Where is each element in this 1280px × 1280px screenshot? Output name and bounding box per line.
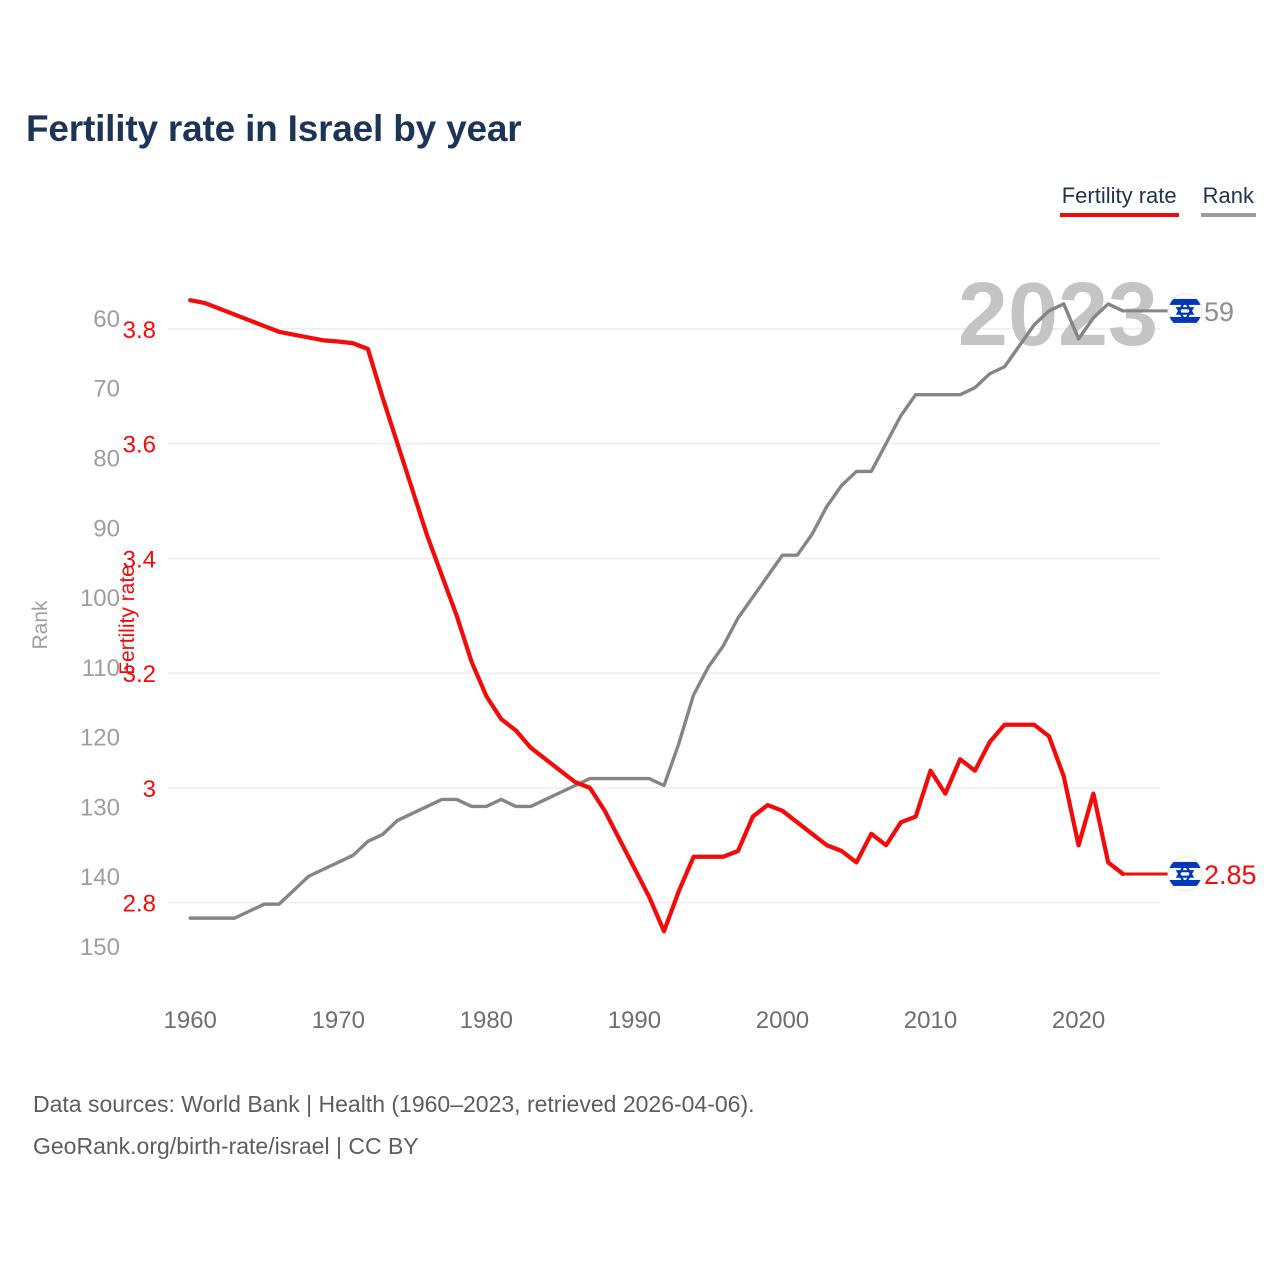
end-label-fertility: 2.85 [1204, 860, 1257, 890]
page-title: Fertility rate in Israel by year [26, 108, 522, 149]
rank-tick-label: 120 [80, 725, 120, 752]
fertility-tick-label: 3.6 [123, 432, 156, 459]
gridlines [168, 328, 1160, 904]
x-tick-label: 1990 [608, 1007, 661, 1034]
legend-item-fertility-rate[interactable]: Fertility rate [1059, 183, 1179, 217]
fertility-axis-title: Fertility rate [116, 565, 139, 675]
x-tick-label: 1980 [460, 1007, 513, 1034]
footer-attribution: GeoRank.org/birth-rate/israel | CC BY [33, 1133, 419, 1159]
fertility-tick-label: 2.8 [123, 891, 156, 918]
x-tick-label: 2020 [1052, 1007, 1105, 1034]
rank-tick-label: 60 [93, 306, 120, 333]
rank-tick-label: 140 [80, 864, 120, 891]
end-label-rank: 59 [1204, 297, 1234, 327]
x-tick-label: 1970 [312, 1007, 365, 1034]
end-marker-fertility [1122, 856, 1203, 892]
watermark-year: 2023 [958, 265, 1158, 365]
fertility-axis-ticks: 3.8 3.6 3.4 3.2 3 2.8 [123, 317, 156, 918]
fertility-tick-label: 3 [143, 776, 156, 803]
israel-flag-icon [1168, 293, 1202, 328]
rank-axis-ticks: 60 70 80 90 100 110 120 130 140 150 [80, 306, 120, 961]
rank-tick-label: 90 [93, 515, 120, 542]
series-line-fertility [188, 298, 1126, 934]
legend-color-swatch-rank [1200, 213, 1256, 217]
series-line-rank [188, 302, 1125, 920]
legend-item-label: Rank [1202, 183, 1254, 208]
x-axis-ticks: 1960 1970 1980 1990 2000 2010 2020 [164, 1007, 1106, 1034]
x-tick-label: 2010 [904, 1007, 957, 1034]
rank-tick-label: 70 [93, 376, 120, 403]
x-tick-label: 1960 [164, 1007, 217, 1034]
x-tick-label: 2000 [756, 1007, 809, 1034]
fertility-tick-label: 3.2 [123, 661, 156, 688]
legend: Fertility rate Rank [1059, 183, 1256, 217]
rank-tick-label: 100 [80, 585, 120, 612]
rank-tick-label: 130 [80, 794, 120, 821]
rank-tick-label: 110 [82, 655, 120, 682]
legend-item-rank[interactable]: Rank [1200, 183, 1256, 217]
legend-item-label: Fertility rate [1061, 183, 1177, 208]
legend-color-swatch-fertility [1059, 213, 1179, 217]
fertility-tick-label: 3.4 [123, 546, 156, 573]
footer-data-sources: Data sources: World Bank | Health (1960–… [33, 1091, 755, 1117]
israel-flag-icon [1168, 856, 1202, 891]
rank-tick-label: 80 [93, 445, 120, 472]
rank-axis-title: Rank [29, 600, 52, 650]
fertility-tick-label: 3.8 [123, 317, 156, 344]
rank-tick-label: 150 [80, 934, 120, 961]
end-marker-rank [1122, 293, 1203, 329]
footer: Data sources: World Bank | Health (1960–… [33, 1083, 755, 1167]
watermark-year-text: 2023 [958, 265, 1158, 365]
